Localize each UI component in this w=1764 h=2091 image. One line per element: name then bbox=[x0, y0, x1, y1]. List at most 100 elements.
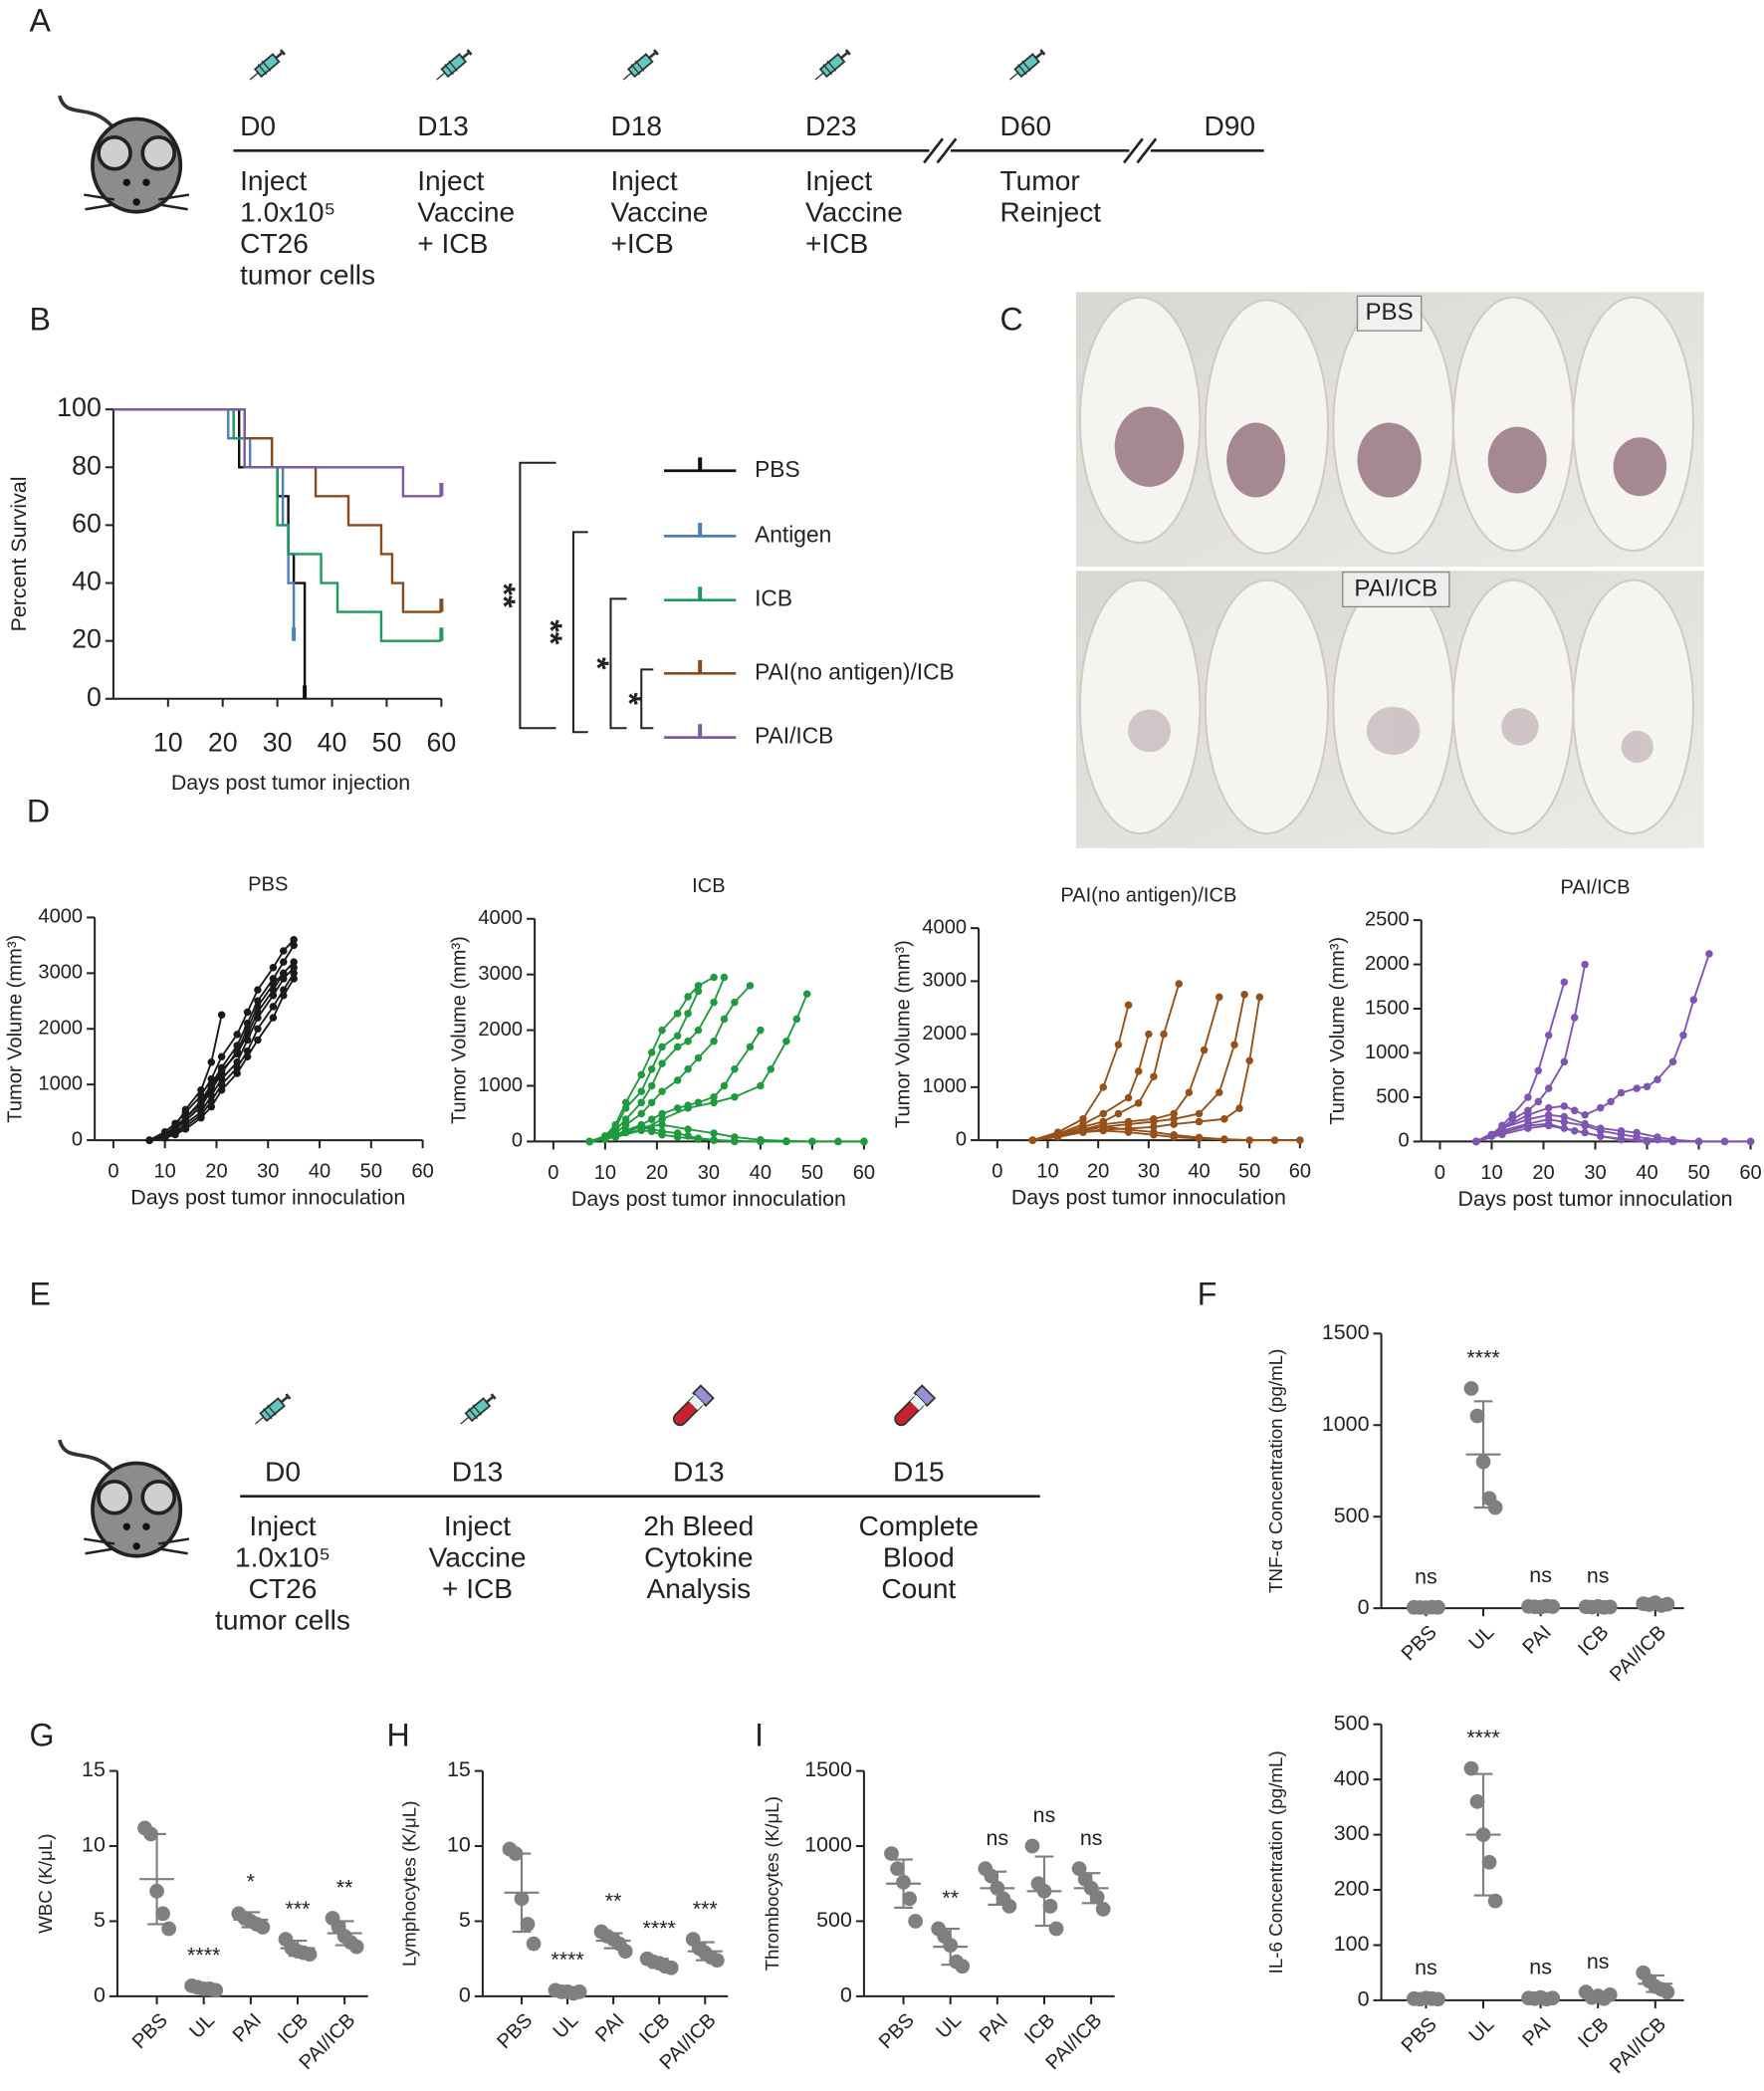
growth-curve bbox=[148, 944, 295, 1141]
data-point bbox=[155, 1906, 170, 1922]
growth-point bbox=[181, 1105, 190, 1114]
y-tick-label: 500 bbox=[1334, 1711, 1370, 1735]
growth-point bbox=[731, 1064, 739, 1073]
y-tick-label: 1000 bbox=[38, 1072, 83, 1094]
growth-point bbox=[280, 969, 288, 978]
growth-point bbox=[637, 1123, 646, 1131]
growth-point bbox=[217, 1086, 226, 1094]
growth-point bbox=[1124, 1093, 1133, 1102]
growth-point bbox=[1195, 1117, 1204, 1126]
growth-point bbox=[290, 936, 298, 944]
growth-point bbox=[290, 941, 298, 950]
growth-point bbox=[1534, 1097, 1543, 1106]
y-axis-label: TNF-α Concentration (pg/mL) bbox=[1265, 1349, 1286, 1593]
y-axis-label: IL-6 Concentration (pg/mL) bbox=[1265, 1750, 1286, 1974]
x-tick-label: PBS bbox=[493, 2009, 537, 2053]
x-tick-label: 50 bbox=[1238, 1161, 1260, 1183]
significance-label: ns bbox=[1529, 1955, 1552, 1978]
growth-point bbox=[673, 1032, 682, 1040]
timeline-step: CT26 bbox=[249, 1573, 318, 1604]
growth-point bbox=[1150, 1131, 1158, 1139]
growth-point bbox=[197, 1099, 205, 1108]
timeline-step: 1.0x10⁵ bbox=[240, 196, 335, 227]
timeline-step: 1.0x10⁵ bbox=[235, 1542, 331, 1573]
growth-point bbox=[637, 1109, 646, 1118]
growth-point bbox=[1170, 1115, 1178, 1123]
y-tick-label: 4000 bbox=[38, 906, 83, 928]
photo-panel bbox=[1075, 292, 1704, 848]
x-tick-label: ICB bbox=[274, 2009, 313, 2048]
photo-label-box bbox=[1356, 295, 1423, 332]
timeline-step: Vaccine bbox=[429, 1542, 527, 1573]
y-tick-label: 0 bbox=[1358, 1987, 1370, 2011]
growth-point bbox=[280, 947, 288, 955]
growth-point bbox=[160, 1134, 169, 1142]
growth-point bbox=[217, 1074, 226, 1083]
x-axis-label: Days post tumor innoculation bbox=[1011, 1186, 1286, 1210]
growth-point bbox=[720, 1081, 729, 1090]
growth-point bbox=[1114, 1109, 1123, 1118]
growth-point bbox=[1079, 1120, 1087, 1128]
growth-curve bbox=[589, 985, 752, 1143]
growth-point bbox=[684, 1010, 692, 1018]
growth-point bbox=[684, 1038, 692, 1046]
growth-point bbox=[1668, 1137, 1677, 1146]
y-tick-label: 1000 bbox=[1365, 1042, 1410, 1063]
growth-point bbox=[720, 1015, 729, 1024]
y-tick-label: 3000 bbox=[478, 963, 523, 985]
growth-point bbox=[254, 1025, 262, 1034]
y-tick-label: 1000 bbox=[478, 1074, 523, 1096]
growth-point bbox=[217, 1080, 226, 1088]
growth-point bbox=[1200, 1046, 1209, 1054]
x-tick-label: UL bbox=[185, 2009, 219, 2043]
significance-label: ns bbox=[987, 1826, 1009, 1850]
y-tick-label: 1000 bbox=[1322, 1412, 1370, 1436]
axis-break bbox=[923, 137, 944, 164]
x-tick-label: 10 bbox=[153, 727, 183, 757]
growth-point bbox=[684, 1104, 692, 1112]
growth-point bbox=[1596, 1127, 1605, 1135]
scars-pai-icb bbox=[1128, 706, 1654, 764]
growth-curve bbox=[589, 1123, 864, 1143]
growth-point bbox=[710, 1092, 718, 1101]
growth-point bbox=[673, 1133, 682, 1141]
growth-point bbox=[731, 1133, 739, 1141]
y-axis-label: Tumor Volume (mm³) bbox=[448, 936, 470, 1124]
growth-point bbox=[1170, 1133, 1178, 1141]
tumors-pbs bbox=[1114, 406, 1667, 498]
chart-title: PAI(no antigen)/ICB bbox=[1060, 884, 1236, 906]
growth-point bbox=[720, 973, 729, 982]
y-tick-label: 5 bbox=[94, 1908, 106, 1932]
y-tick-label: 200 bbox=[1334, 1877, 1370, 1901]
x-tick-label: 50 bbox=[372, 727, 402, 757]
growth-point bbox=[710, 1098, 718, 1107]
significance-label: ns bbox=[1415, 1956, 1437, 1979]
significance-bracket bbox=[640, 668, 654, 730]
growth-point bbox=[673, 1076, 682, 1084]
growth-point bbox=[673, 1104, 682, 1112]
y-tick-label: 100 bbox=[1334, 1932, 1370, 1956]
survival-curve bbox=[112, 407, 296, 641]
growth-point bbox=[1195, 1109, 1204, 1118]
growth-point bbox=[1230, 1041, 1238, 1049]
growth-point bbox=[710, 973, 718, 982]
growth-point bbox=[757, 1026, 765, 1035]
timeline-day: D60 bbox=[1000, 111, 1052, 141]
x-tick-label: UL bbox=[1465, 1621, 1499, 1655]
panel-letter: C bbox=[1000, 301, 1023, 337]
growth-point bbox=[1245, 1136, 1253, 1144]
x-tick-label: 30 bbox=[263, 727, 293, 757]
x-tick-label: 20 bbox=[208, 727, 238, 757]
significance-label: **** bbox=[1466, 1346, 1499, 1370]
growth-point bbox=[1544, 1121, 1553, 1130]
growth-point bbox=[1220, 1115, 1228, 1123]
significance-bracket bbox=[609, 597, 627, 730]
growth-curve bbox=[1032, 1129, 1300, 1142]
growth-point bbox=[280, 991, 288, 1000]
growth-point bbox=[860, 1137, 868, 1146]
growth-point bbox=[694, 1026, 703, 1035]
growth-point bbox=[1720, 1137, 1729, 1146]
y-tick-label: 1000 bbox=[804, 1833, 852, 1857]
y-tick-label: 20 bbox=[72, 624, 102, 654]
y-tick-label: 0 bbox=[1358, 1595, 1370, 1619]
